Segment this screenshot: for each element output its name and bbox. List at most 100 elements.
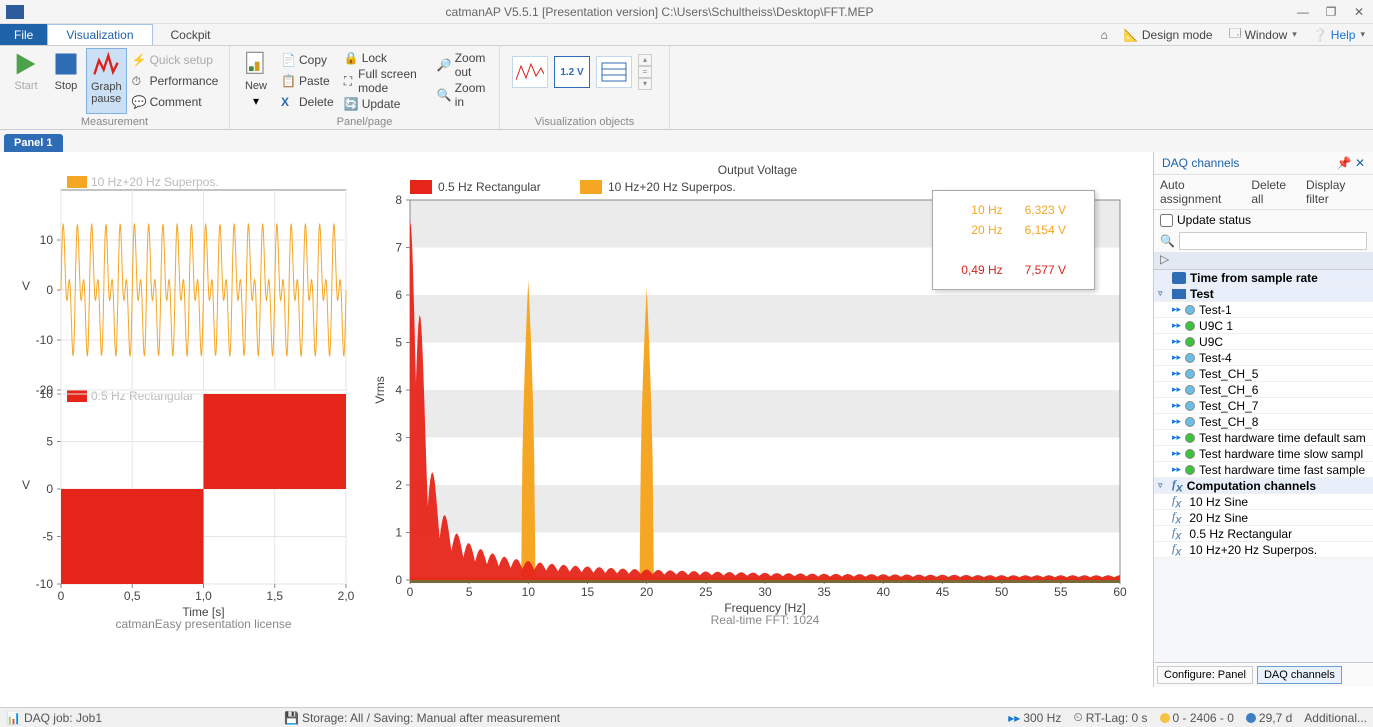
svg-text:Output Voltage: Output Voltage: [718, 163, 798, 177]
stop-icon: [52, 50, 80, 78]
close-button[interactable]: ✕: [1345, 5, 1373, 19]
svg-text:35: 35: [817, 585, 831, 599]
fullscreen-icon: ⛶: [344, 74, 354, 88]
viz-object-numeric[interactable]: 1.2 V: [554, 56, 590, 88]
help-menu[interactable]: ❔ Help: [1305, 24, 1373, 45]
svg-text:25: 25: [699, 585, 713, 599]
svg-text:45: 45: [936, 585, 950, 599]
channel-row[interactable]: ▸▸Test_CH_7: [1154, 398, 1373, 414]
panel-page-group-label: Panel/page: [230, 116, 499, 128]
zoom-in-icon: 🔍: [437, 88, 451, 102]
graph-pause-label: Graph pause: [91, 81, 122, 105]
table-thumb-icon: [601, 62, 627, 82]
file-menu-button[interactable]: File: [0, 24, 47, 45]
stop-button[interactable]: Stop: [46, 48, 86, 114]
display-filter-button[interactable]: Display filter: [1306, 178, 1367, 206]
viz-object-stepper[interactable]: ▴=▾: [638, 54, 652, 90]
channel-row[interactable]: ▸▸Test_CH_6: [1154, 382, 1373, 398]
svg-text:-10: -10: [36, 577, 54, 591]
svg-text:60: 60: [1113, 585, 1127, 599]
fft-chart-panel: Output Voltage0.5 Hz Rectangular10 Hz+20…: [370, 160, 1145, 640]
design-mode-button[interactable]: 📐 Design mode: [1116, 24, 1221, 45]
viz-object-graph[interactable]: [512, 56, 548, 88]
lightning-icon: ⚡: [132, 53, 146, 67]
update-button[interactable]: 🔄Update: [341, 96, 430, 112]
visualization-tab[interactable]: Visualization: [47, 24, 152, 45]
cockpit-tab[interactable]: Cockpit: [153, 24, 230, 45]
paste-button[interactable]: 📋Paste: [278, 73, 337, 89]
viz-objects-group-label: Visualization objects: [500, 116, 669, 128]
panel-1-tab[interactable]: Panel 1: [4, 134, 63, 152]
channel-row[interactable]: ▸▸Test_CH_8: [1154, 414, 1373, 430]
ribbon: Start Stop Graph pause ⚡Quick setup ⏱Per…: [0, 46, 1373, 130]
help-menu-label: Help: [1331, 28, 1356, 42]
titlebar: catmanAP V5.5.1 [Presentation version] C…: [0, 0, 1373, 24]
svg-text:50: 50: [995, 585, 1009, 599]
configure-panel-tab[interactable]: Configure: Panel: [1157, 666, 1253, 684]
viz-object-table[interactable]: [596, 56, 632, 88]
delete-all-button[interactable]: Delete all: [1251, 178, 1298, 206]
fullscreen-button[interactable]: ⛶Full screen mode: [341, 66, 430, 96]
performance-button[interactable]: ⏱Performance: [129, 73, 222, 89]
update-status-label: Update status: [1177, 213, 1251, 227]
start-button[interactable]: Start: [6, 48, 46, 114]
channel-row[interactable]: ▿Test: [1154, 286, 1373, 302]
channel-row[interactable]: fx10 Hz Sine: [1154, 494, 1373, 510]
delete-button[interactable]: XDelete: [278, 94, 337, 110]
minimize-button[interactable]: —: [1289, 5, 1317, 19]
quick-setup-button[interactable]: ⚡Quick setup: [129, 52, 222, 68]
svg-text:catmanEasy presentation licens: catmanEasy presentation license: [115, 617, 291, 631]
channel-row[interactable]: fx10 Hz+20 Hz Superpos.: [1154, 542, 1373, 558]
comment-button[interactable]: 💬Comment: [129, 94, 222, 110]
svg-text:5: 5: [46, 435, 53, 449]
pin-icon[interactable]: 📌: [1337, 156, 1352, 170]
svg-text:30: 30: [758, 585, 772, 599]
panel-tabs: Panel 1: [0, 130, 1373, 152]
svg-text:0.5 Hz Rectangular: 0.5 Hz Rectangular: [438, 180, 541, 194]
channel-row[interactable]: ▸▸Test-1: [1154, 302, 1373, 318]
copy-icon: 📄: [281, 53, 295, 67]
svg-text:0.5 Hz Rectangular: 0.5 Hz Rectangular: [91, 389, 194, 403]
new-page-icon: [242, 50, 270, 78]
svg-text:20: 20: [640, 585, 654, 599]
daq-channels-tab[interactable]: DAQ channels: [1257, 666, 1342, 684]
svg-text:4: 4: [395, 383, 402, 397]
channel-list-header[interactable]: ▷: [1154, 252, 1373, 270]
home-icon[interactable]: ⌂: [1093, 24, 1116, 45]
channel-row[interactable]: fx0.5 Hz Rectangular: [1154, 526, 1373, 542]
channel-row[interactable]: ▸▸Test_CH_5: [1154, 366, 1373, 382]
maximize-button[interactable]: ❐: [1317, 5, 1345, 19]
new-button[interactable]: New▾: [236, 48, 276, 114]
additional-status[interactable]: Additional...: [1304, 711, 1367, 725]
svg-text:0: 0: [58, 589, 65, 603]
channel-row[interactable]: ▸▸Test hardware time default sam: [1154, 430, 1373, 446]
channel-row[interactable]: ▸▸Test hardware time slow sampl: [1154, 446, 1373, 462]
channel-row[interactable]: ▸▸U9C 1: [1154, 318, 1373, 334]
app-icon: [6, 5, 24, 19]
measurement-group-label: Measurement: [0, 116, 229, 128]
fft-info-box: 10 Hz6,323 V20 Hz6,154 V 0,49 Hz7,577 V: [932, 190, 1095, 290]
svg-text:10: 10: [40, 387, 54, 401]
window-menu[interactable]: 🗔 Window: [1221, 24, 1305, 45]
channel-row[interactable]: ▸▸Test-4: [1154, 350, 1373, 366]
svg-text:15: 15: [581, 585, 595, 599]
channel-row[interactable]: fx20 Hz Sine: [1154, 510, 1373, 526]
graph-pause-button[interactable]: Graph pause: [86, 48, 127, 114]
channel-row[interactable]: Time from sample rate: [1154, 270, 1373, 286]
zoom-in-button[interactable]: 🔍Zoom in: [434, 80, 491, 110]
zoom-out-button[interactable]: 🔎Zoom out: [434, 50, 491, 80]
update-status-checkbox[interactable]: [1160, 214, 1173, 227]
svg-text:5: 5: [395, 336, 402, 350]
lock-button[interactable]: 🔒Lock: [341, 50, 430, 66]
svg-text:V: V: [22, 279, 30, 293]
auto-assignment-button[interactable]: Auto assignment: [1160, 178, 1243, 206]
copy-button[interactable]: 📄Copy: [278, 52, 337, 68]
channel-search-input[interactable]: [1179, 232, 1367, 250]
svg-text:7: 7: [395, 241, 402, 255]
channel-row[interactable]: ▸▸Test hardware time fast sample: [1154, 462, 1373, 478]
sidebar-close-icon[interactable]: ✕: [1355, 156, 1365, 170]
lock-icon: 🔒: [344, 51, 358, 65]
channel-row[interactable]: ▿fxComputation channels: [1154, 478, 1373, 494]
svg-text:0: 0: [46, 283, 53, 297]
channel-row[interactable]: ▸▸U9C: [1154, 334, 1373, 350]
